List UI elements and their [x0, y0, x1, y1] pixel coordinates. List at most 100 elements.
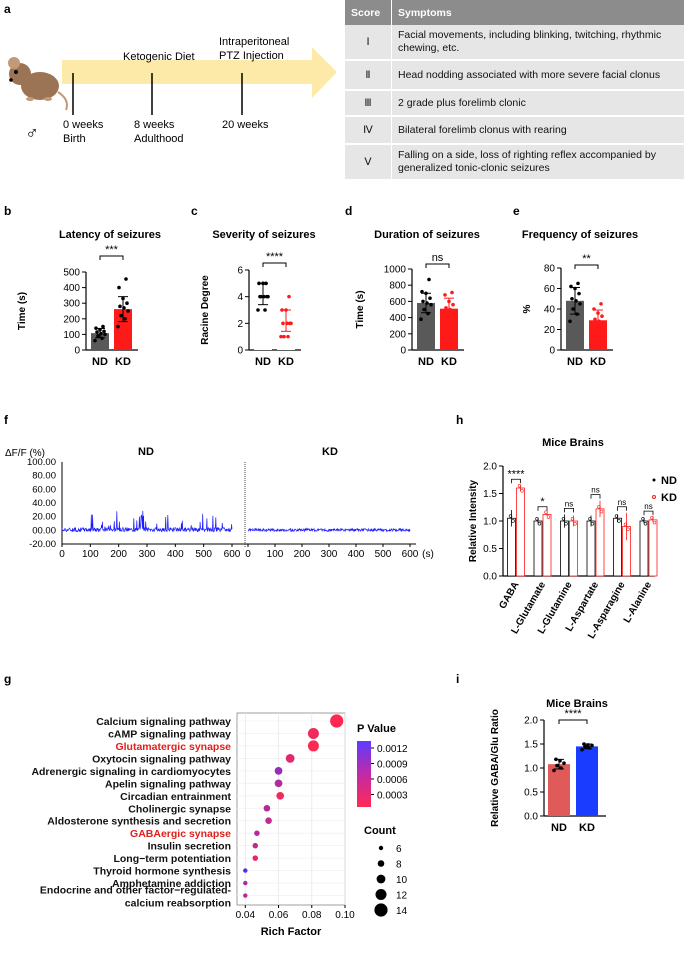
data-point [558, 759, 562, 763]
count-legend-label: 6 [396, 844, 402, 855]
significance-label: ns [644, 502, 652, 511]
term-dot [263, 804, 271, 812]
data-point [575, 312, 579, 316]
data-point [591, 333, 595, 338]
table-row: Ⅲ 2 grade plus forelimb clonic [345, 90, 685, 117]
term-label: Amphetamine addiction [112, 878, 231, 890]
bar-nd [507, 517, 516, 577]
x-tick-label: 400 [167, 549, 184, 560]
data-point [282, 334, 286, 339]
x-tick-label: 400 [348, 549, 365, 560]
bar-kd [648, 519, 658, 577]
data-point [286, 334, 290, 339]
chart-title: Severity of seizures [212, 229, 315, 241]
x-tick-label: ND [92, 356, 108, 368]
significance-bracket [558, 719, 588, 724]
term-dot [307, 727, 319, 739]
term-label: Thyroid hormone synthesis [93, 866, 231, 878]
term-label: Apelin signaling pathway [105, 778, 231, 790]
y-tick-label: 300 [63, 299, 80, 310]
data-point [94, 326, 98, 330]
term-label: Calcium signaling pathway [96, 716, 231, 728]
significance-label: * [540, 496, 545, 508]
chart-h: Mice Brains Relative Intensity 0.0 0.5 1.0 1.… [468, 437, 677, 641]
y-tick-label: 0.5 [524, 788, 538, 799]
y-tick-label: 00.00 [32, 525, 56, 536]
significance-bracket [617, 506, 627, 511]
data-point [118, 304, 122, 309]
y-axis-label: % [522, 304, 533, 313]
count-legend-dot [374, 903, 388, 917]
term-label: Circadian entrainment [120, 791, 231, 803]
term-label: Adrenergic signaling in cardiomyocytes [31, 766, 231, 778]
event-4-line1: 20 weeks [222, 119, 269, 131]
panel-label-b: b [4, 204, 11, 218]
count-legend-dot [378, 845, 384, 851]
data-point [574, 299, 578, 303]
panel-label-f: f [4, 413, 9, 427]
x-tick-label: 600 [224, 549, 241, 560]
bar-kd [569, 520, 578, 577]
count-legend-label: 8 [396, 860, 402, 871]
x-tick-label: 0 [245, 549, 251, 560]
x-tick-label: 300 [321, 549, 338, 560]
data-point [568, 319, 572, 324]
chart-title: Latency of seizures [59, 229, 161, 241]
data-point [451, 302, 455, 307]
data-point [425, 301, 429, 305]
y-tick-label: 200 [63, 314, 80, 325]
data-point [511, 519, 515, 523]
table-header-symptoms: Symptoms [391, 0, 685, 25]
y-tick-label: 2 [237, 319, 243, 330]
colorbar-tick-label: 0.0012 [377, 744, 408, 755]
significance-label: **** [266, 251, 284, 263]
data-point [617, 519, 621, 523]
data-point [570, 517, 575, 521]
data-point [264, 281, 268, 286]
event-0-line1: 0 weeks [63, 119, 104, 131]
y-tick-label: 800 [389, 281, 406, 292]
count-legend-dot [375, 889, 387, 900]
data-point [256, 308, 260, 312]
x-tick-label: 200 [294, 549, 311, 560]
data-point [552, 768, 556, 773]
data-point [103, 332, 107, 337]
term-dot [254, 830, 260, 836]
x-tick-label: KD [278, 356, 294, 368]
x-tick-label: 0 [59, 549, 65, 560]
significance-bracket [99, 255, 124, 260]
term-dot [252, 842, 259, 849]
x-tick-label: ND [418, 356, 434, 368]
trace-kd [247, 527, 411, 533]
y-tick-label: 40.00 [32, 498, 56, 509]
x-tick-label: 500 [375, 549, 392, 560]
y-tick-label: 0.0 [483, 572, 497, 583]
chart-title: Mice Brains [542, 437, 604, 449]
data-point [577, 291, 581, 296]
data-point [427, 277, 431, 282]
event-2-line2: Adulthood [134, 133, 184, 145]
y-tick-label: 80 [544, 264, 556, 275]
data-point [594, 325, 598, 330]
data-point [599, 302, 603, 306]
data-point [592, 307, 596, 311]
data-point [279, 334, 283, 339]
table-header-score: Score [345, 0, 392, 25]
y-tick-label: 60 [544, 284, 556, 295]
data-point [98, 327, 102, 332]
data-point [102, 329, 106, 334]
event-0-line2: Birth [63, 133, 86, 145]
data-point [121, 296, 125, 301]
data-point [555, 763, 559, 768]
significance-bracket [425, 263, 450, 268]
data-point [261, 281, 265, 286]
data-point [544, 510, 548, 514]
table-row: Ⅴ Falling on a side, loss of righting re… [345, 144, 685, 181]
data-point [263, 308, 267, 312]
symptom-cell: Facial movements, including blinking, tw… [391, 25, 685, 61]
data-point [601, 322, 605, 327]
term-dot [252, 855, 259, 861]
term-dot [276, 791, 285, 800]
data-point [280, 308, 284, 312]
trace-title-nd: ND [138, 446, 154, 458]
